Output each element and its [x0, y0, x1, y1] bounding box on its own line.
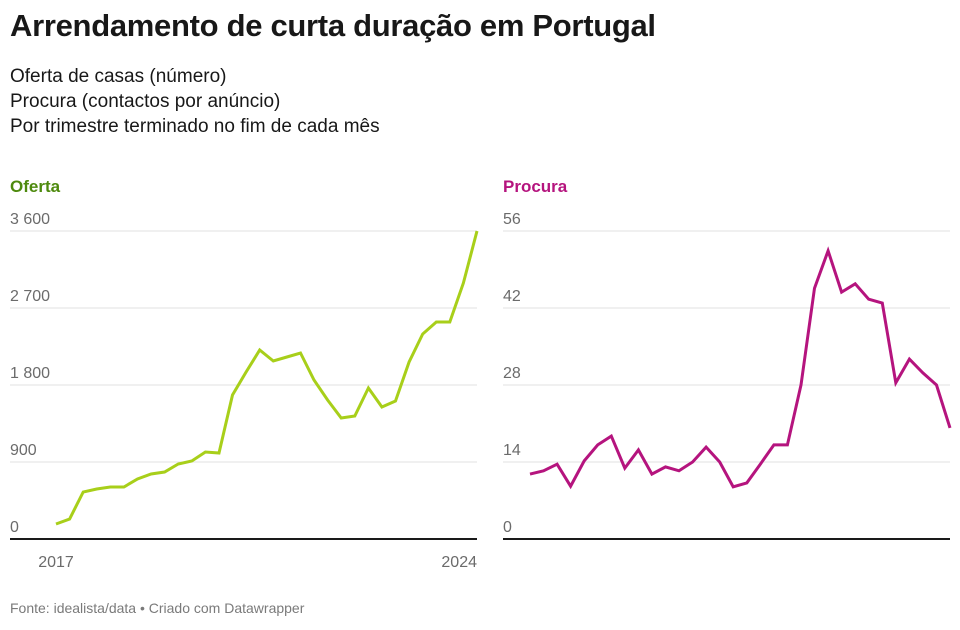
source-note: Fonte: idealista/data • Criado com Dataw… [10, 600, 305, 616]
subtitle-line-oferta: Oferta de casas (número) [10, 66, 227, 87]
x-tick-label: 2024 [441, 554, 477, 571]
panel-title-procura: Procura [503, 177, 568, 196]
y-tick-label: 900 [10, 442, 37, 459]
panel-oferta: Oferta 0 900 1 800 2 700 3 600 2017 2024 [10, 177, 479, 571]
chart-subtitle: Oferta de casas (número) Procura (contac… [10, 64, 380, 139]
y-tick-label: 28 [503, 365, 521, 382]
panel-title-oferta: Oferta [10, 177, 61, 196]
series-line-oferta [55, 230, 479, 526]
y-tick-label: 2 700 [10, 288, 50, 305]
y-tick-label: 3 600 [10, 211, 50, 228]
y-tick-label: 0 [10, 519, 19, 536]
x-tick-label: 2017 [38, 554, 74, 571]
y-tick-label: 1 800 [10, 365, 50, 382]
subtitle-line-period: Por trimestre terminado no fim de cada m… [10, 116, 380, 137]
series-line-procura [529, 246, 952, 490]
panel-procura: Procura 0 14 28 42 56 [503, 177, 952, 540]
y-tick-label: 56 [503, 211, 521, 228]
subtitle-line-procura: Procura (contactos por anúncio) [10, 91, 281, 112]
y-tick-label: 42 [503, 288, 521, 305]
chart-title: Arrendamento de curta duração em Portuga… [10, 8, 656, 43]
y-tick-label: 0 [503, 519, 512, 536]
y-tick-label: 14 [503, 442, 521, 459]
